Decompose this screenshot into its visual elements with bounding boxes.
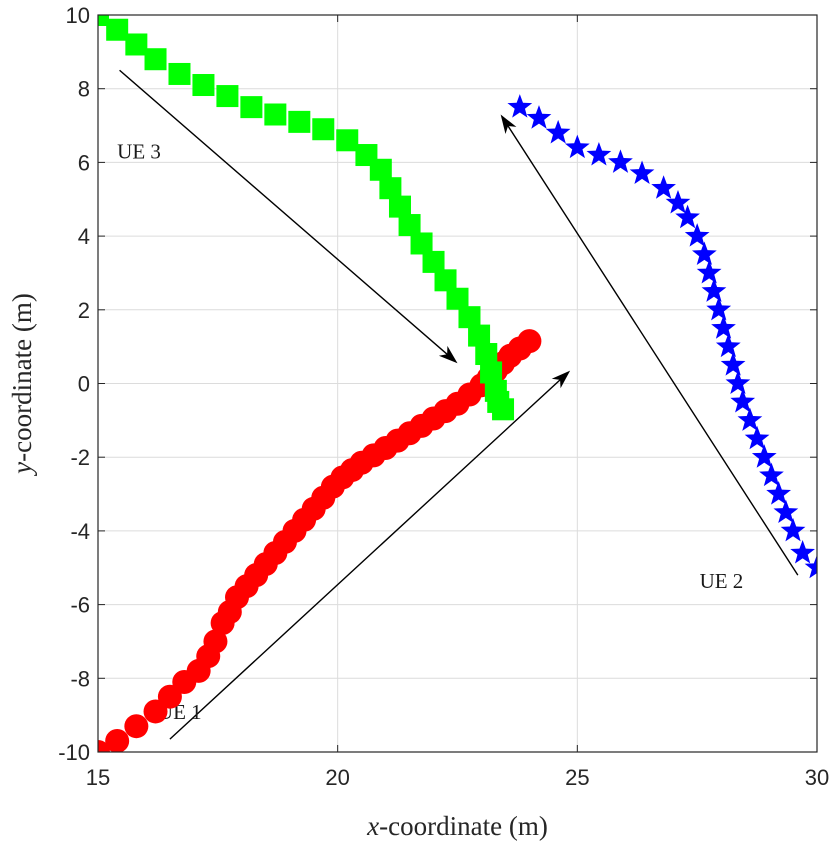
- series-ue-3: [98, 15, 515, 421]
- y-tick-label: -8: [70, 666, 90, 691]
- data-point: [651, 175, 676, 199]
- y-tick-label: 6: [78, 150, 90, 175]
- data-point: [388, 195, 411, 218]
- data-point: [240, 96, 263, 119]
- data-point: [701, 278, 727, 302]
- data-point: [545, 119, 571, 144]
- data-point: [143, 699, 168, 724]
- annotation-arrow-line: [169, 374, 567, 740]
- y-tick-label: -4: [70, 519, 90, 544]
- data-point: [684, 223, 710, 247]
- data-point: [564, 134, 590, 159]
- annotation-label: UE 2: [700, 569, 744, 593]
- data-point: [706, 296, 732, 321]
- data-point: [144, 48, 167, 71]
- data-point: [410, 232, 433, 255]
- data-point: [737, 407, 763, 431]
- y-axis-label: y-coordinate (m): [7, 293, 37, 477]
- x-tick-label: 15: [86, 765, 110, 790]
- data-point: [446, 287, 469, 310]
- data-point: [398, 214, 421, 237]
- data-point: [192, 74, 215, 97]
- x-tick-label: 25: [565, 765, 589, 790]
- data-point: [715, 333, 741, 358]
- data-point: [744, 425, 770, 450]
- y-tick-label: 4: [78, 224, 90, 249]
- data-point: [98, 15, 109, 26]
- data-point: [507, 94, 533, 118]
- series-layer: [98, 15, 817, 752]
- annotation-arrow-line: [503, 119, 799, 576]
- data-point: [751, 444, 777, 468]
- annotation-label: UE 3: [117, 140, 161, 164]
- data-point: [125, 33, 148, 56]
- annotation-ue-3: UE 3: [117, 69, 458, 364]
- y-tick-label: 10: [66, 3, 90, 28]
- data-point: [369, 158, 392, 181]
- y-tick-label: -2: [70, 445, 90, 470]
- data-point: [168, 62, 191, 85]
- data-point: [586, 142, 612, 166]
- data-point: [629, 160, 655, 184]
- data-point: [696, 259, 722, 284]
- data-point: [790, 540, 815, 564]
- y-tick-label: 8: [78, 77, 90, 102]
- series-ue-2: [507, 94, 817, 579]
- data-point: [422, 250, 445, 273]
- data-point: [608, 149, 633, 173]
- data-point: [480, 361, 503, 384]
- data-point: [492, 398, 515, 421]
- annotation-arrow-line: [119, 69, 454, 360]
- x-axis-label-text: -coordinate (m): [379, 811, 548, 841]
- data-point: [98, 740, 110, 752]
- y-tick-label: 2: [78, 298, 90, 323]
- annotation-ue-2: UE 2: [500, 114, 799, 593]
- x-axis-label-var: x: [366, 811, 379, 841]
- data-point: [157, 684, 182, 709]
- data-point: [725, 370, 751, 395]
- y-axis-label-text: -coordinate (m): [7, 293, 37, 462]
- data-point: [468, 324, 491, 347]
- data-point: [780, 517, 806, 542]
- data-point: [264, 103, 287, 126]
- tick-labels: 15 20 25 30 -10 -8 -6 -4 -2 0 2 4 6 8 10: [58, 3, 829, 790]
- data-point: [124, 714, 149, 739]
- data-point: [766, 481, 792, 505]
- data-point: [730, 388, 756, 413]
- data-point: [216, 85, 239, 108]
- x-tick-label: 30: [805, 765, 829, 790]
- data-point: [665, 189, 691, 214]
- data-point: [759, 462, 784, 487]
- x-tick-label: 20: [325, 765, 349, 790]
- y-tick-label: -6: [70, 593, 90, 618]
- annotations: UE 1UE 2UE 3: [117, 69, 799, 740]
- data-point: [773, 499, 799, 523]
- data-point: [526, 105, 552, 129]
- data-point: [434, 269, 457, 292]
- x-axis-label: x-coordinate (m): [366, 811, 548, 841]
- data-point: [106, 18, 129, 41]
- data-point: [336, 129, 359, 152]
- data-point: [475, 343, 498, 366]
- annotation-arrow-head: [500, 114, 517, 134]
- data-point: [379, 177, 402, 200]
- data-point: [288, 110, 311, 133]
- annotation-arrow-head: [551, 370, 571, 389]
- data-point: [458, 306, 481, 329]
- annotation-arrow-head: [438, 345, 458, 364]
- data-point: [517, 329, 542, 354]
- data-point: [711, 315, 736, 339]
- data-point: [691, 241, 717, 266]
- data-point: [203, 629, 228, 654]
- data-point: [312, 118, 335, 141]
- data-point: [105, 728, 130, 752]
- data-point: [804, 554, 817, 579]
- y-axis-label-var: y: [7, 462, 37, 477]
- data-point: [720, 352, 746, 376]
- y-tick-label: 0: [78, 372, 90, 397]
- y-tick-label: -10: [58, 740, 90, 765]
- data-point: [675, 204, 700, 229]
